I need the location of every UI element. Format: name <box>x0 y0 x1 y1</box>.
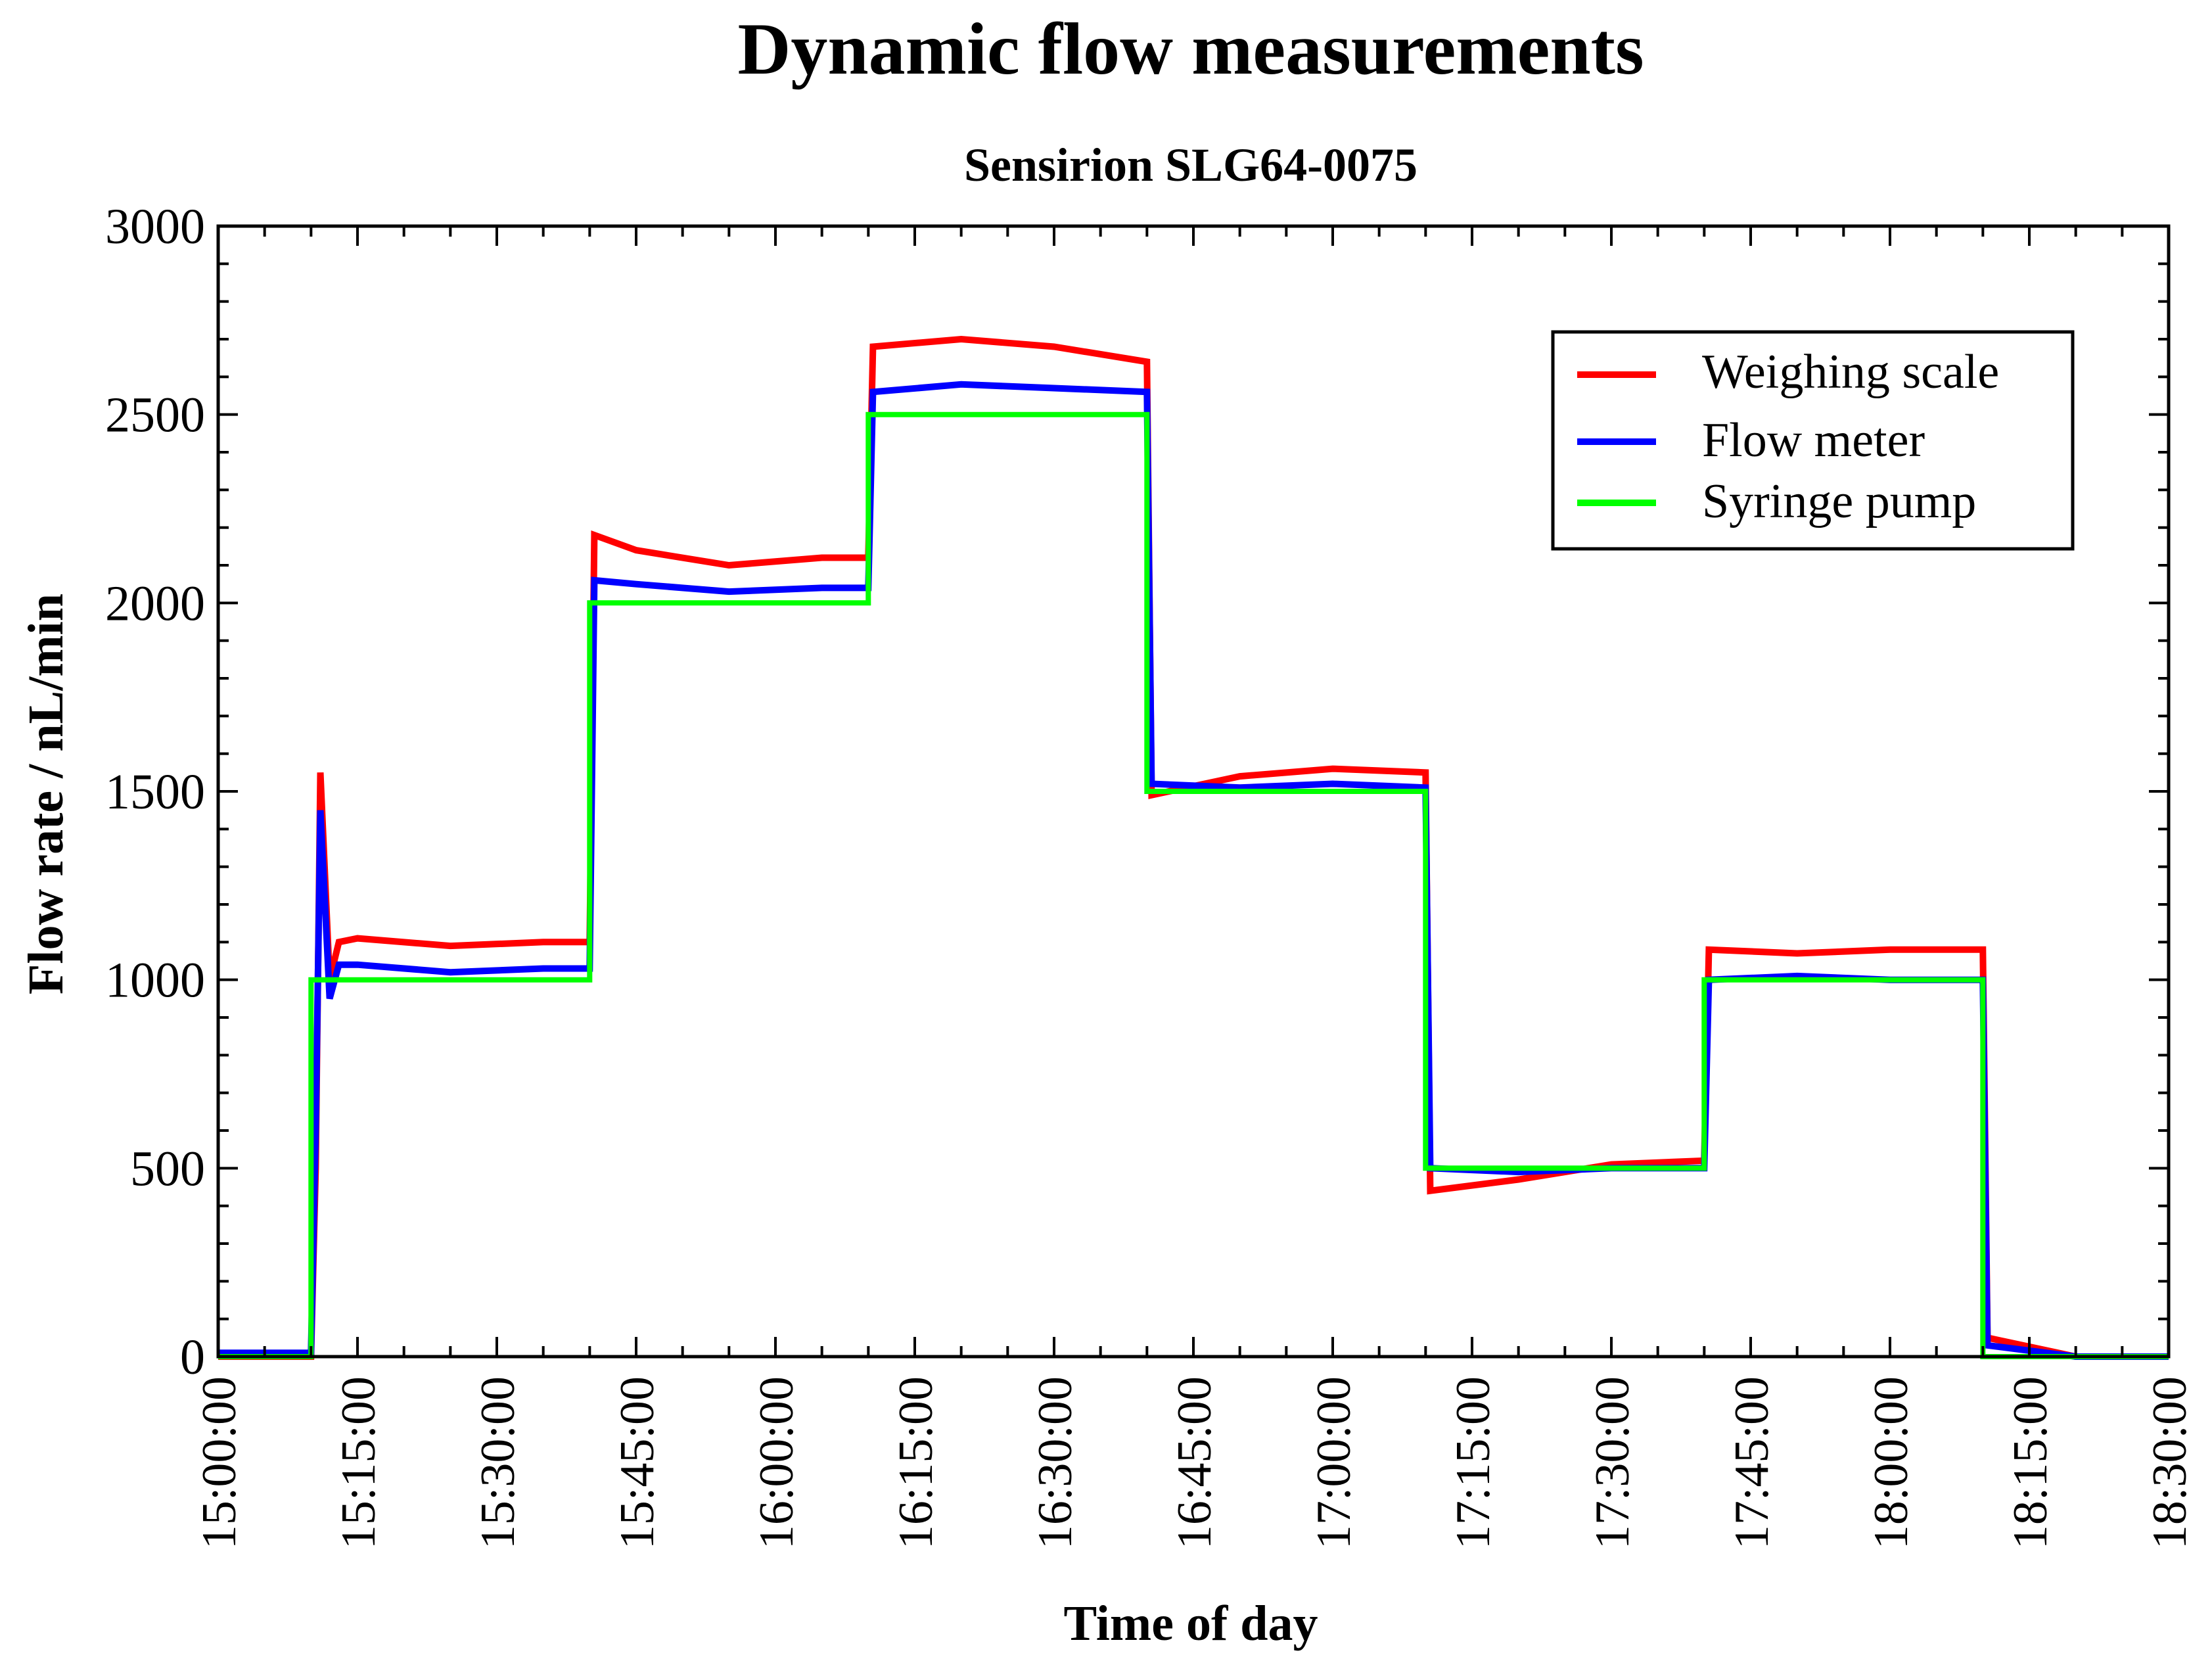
x-tick-label: 15:00:00 <box>193 1376 246 1549</box>
legend-label-flow-meter: Flow meter <box>1702 413 1925 467</box>
x-tick-label: 16:30:00 <box>1028 1376 1082 1549</box>
x-tick-label: 17:30:00 <box>1586 1376 1640 1549</box>
x-tick-label: 16:15:00 <box>889 1376 943 1549</box>
y-tick-label: 500 <box>130 1141 205 1196</box>
y-tick-label: 1000 <box>105 953 205 1008</box>
x-tick-label: 17:15:00 <box>1446 1376 1500 1549</box>
y-tick-label: 2000 <box>105 576 205 631</box>
x-tick-label: 16:00:00 <box>750 1376 804 1549</box>
x-tick-label: 18:00:00 <box>1864 1376 1918 1549</box>
x-tick-label: 18:15:00 <box>2004 1376 2058 1549</box>
series-line-weighing-scale <box>218 335 2169 1360</box>
legend-label-weighing-scale: Weighing scale <box>1702 345 1999 399</box>
x-axis-label: Time of day <box>1063 1596 1318 1651</box>
series-layer <box>218 335 2169 1360</box>
legend-label-syringe-pump: Syringe pump <box>1702 475 1976 528</box>
y-tick-label: 3000 <box>105 199 205 254</box>
x-tick-label: 17:00:00 <box>1307 1376 1361 1549</box>
x-tick-label: 15:45:00 <box>611 1376 664 1549</box>
chart-title: Dynamic flow measurements <box>737 9 1644 90</box>
y-tick-label: 1500 <box>105 764 205 820</box>
chart-subtitle: Sensirion SLG64-0075 <box>964 139 1417 191</box>
x-tick-label: 17:45:00 <box>1725 1376 1779 1549</box>
legend: Weighing scale Flow meter Syringe pump <box>1551 330 2075 551</box>
x-tick-label: 15:30:00 <box>471 1376 525 1549</box>
y-axis-label: Flow rate / nL/min <box>18 594 74 994</box>
plot-frame <box>216 224 2171 1359</box>
series-line-syringe-pump <box>218 411 2169 1359</box>
x-tick-label: 16:45:00 <box>1168 1376 1222 1549</box>
y-tick-label: 0 <box>180 1330 205 1385</box>
tick-layer: 0 500 1000 1500 2000 2500 3000 15:00:00 15:15:00… <box>105 199 2197 1549</box>
y-tick-label: 2500 <box>105 388 205 443</box>
x-tick-label: 15:15:00 <box>332 1376 386 1549</box>
x-tick-label: 18:30:00 <box>2143 1376 2197 1549</box>
